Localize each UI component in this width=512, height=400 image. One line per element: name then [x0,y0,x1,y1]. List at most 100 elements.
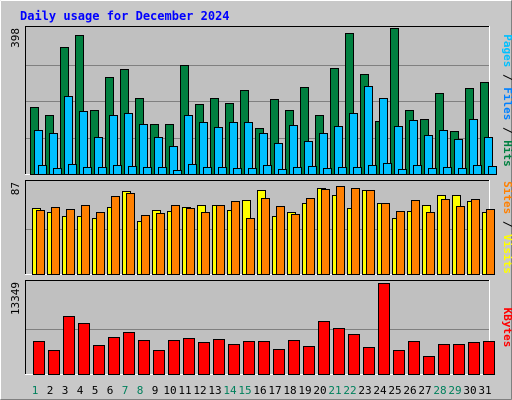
bar-files-day-12 [199,122,208,175]
bar-pages-day-13 [218,167,227,175]
day-label: 31 [478,384,491,397]
bar-pages-day-19 [308,166,317,175]
axis-label-part: / [501,120,512,140]
day-label: 29 [448,384,461,397]
bar-pages-day-6 [113,165,122,175]
bar-kbytes-day-5 [93,345,105,375]
bar-sites-day-12 [201,212,210,275]
bar-sites-day-28 [441,199,450,275]
day-label: 21 [328,384,341,397]
bar-kbytes-day-8 [138,340,150,375]
chart-panels: 398 Pages / Files / Hits 87 Sites / Visits 1… [9,26,512,375]
panel-sites: 87 Sites / Visits [9,180,512,275]
axis-label-part: Pages [501,34,512,67]
bar-sites-day-10 [171,205,180,275]
bar-sites-day-18 [291,214,300,275]
bar-kbytes-day-29 [453,344,465,375]
day-label: 2 [47,384,54,397]
day-label: 27 [418,384,431,397]
series-kbytes [33,283,495,375]
bar-kbytes-day-14 [228,344,240,375]
bar-pages-day-8 [143,167,152,175]
bar-kbytes-day-19 [303,346,315,375]
bar-kbytes-day-21 [333,328,345,375]
bar-sites-day-8 [141,215,150,275]
bar-pages-day-24 [383,163,392,175]
axis-label-kbytes: KBytes [501,308,512,348]
series-files [34,86,493,175]
bar-sites-day-19 [306,198,315,275]
day-label: 13 [208,384,221,397]
bar-kbytes-day-23 [363,347,375,375]
bar-kbytes-day-10 [168,340,180,375]
bar-sites-day-31 [486,209,495,275]
bar-sites-day-20 [321,189,330,275]
day-label: 5 [92,384,99,397]
bar-pages-day-18 [293,167,302,175]
panel-hits: 398 Pages / Files / Hits [9,26,512,175]
day-label: 24 [373,384,387,397]
bar-kbytes-day-12 [198,342,210,375]
day-label: 1 [32,384,39,397]
bar-kbytes-day-27 [423,356,435,375]
bar-pages-day-27 [428,168,437,175]
bar-files-day-22 [349,113,358,175]
day-label: 23 [358,384,371,397]
panel-kbytes: 13349 KBytes [9,280,512,375]
day-label: 14 [223,384,237,397]
bar-sites-day-25 [396,211,405,275]
bar-pages-day-26 [413,165,422,175]
bar-sites-day-9 [156,213,165,275]
bar-pages-day-5 [98,167,107,175]
bar-kbytes-day-9 [153,350,165,375]
day-label: 26 [403,384,416,397]
bar-kbytes-day-20 [318,321,330,375]
bar-sites-day-6 [111,196,120,275]
day-label: 7 [122,384,129,397]
bar-pages-day-12 [203,167,212,175]
day-label: 19 [298,384,311,397]
bar-pages-day-21 [338,167,347,175]
day-label: 10 [163,384,176,397]
day-axis: 1 2 3 4 5 6 7 8 9 10 11 12 13 14 15 16 17 18 19 20 21 22 23 24 2… [32,384,492,397]
bar-pages-day-4 [83,167,92,175]
y-max-label: 398 [9,28,22,48]
bar-sites-day-23 [366,190,375,275]
day-label: 12 [193,384,206,397]
day-label: 3 [62,384,69,397]
day-label: 20 [313,384,326,397]
bar-sites-day-1 [36,210,45,275]
bar-kbytes-day-1 [33,341,45,375]
bar-kbytes-day-22 [348,334,360,375]
bar-sites-day-22 [351,188,360,275]
bar-sites-day-11 [186,208,195,275]
bar-sites-day-13 [216,205,225,275]
bar-sites-day-7 [126,193,135,275]
bar-sites-day-26 [411,200,420,275]
bar-pages-day-22 [353,167,362,175]
axis-label-part: Files [501,87,512,120]
bar-sites-day-16 [261,198,270,275]
day-label: 25 [388,384,401,397]
axis-label-part: KBytes [501,308,512,348]
day-label: 28 [433,384,446,397]
series-sites [36,186,495,275]
bar-kbytes-day-6 [108,337,120,375]
bar-pages-day-10 [173,170,182,175]
day-label: 8 [137,384,144,397]
bar-sites-day-3 [66,209,75,275]
bar-pages-day-15 [248,168,257,175]
bar-sites-day-14 [231,201,240,275]
bar-pages-day-9 [158,167,167,175]
bar-pages-day-1 [38,165,47,175]
bar-kbytes-day-25 [393,350,405,375]
series-pages [38,163,497,175]
day-label: 18 [283,384,296,397]
axis-label-part: / [501,67,512,87]
day-label: 9 [152,384,159,397]
bar-files-day-14 [229,122,238,175]
bar-pages-day-2 [53,168,62,175]
bar-pages-day-7 [128,166,137,175]
bar-pages-day-3 [68,164,77,175]
y-max-label: 87 [9,182,22,195]
